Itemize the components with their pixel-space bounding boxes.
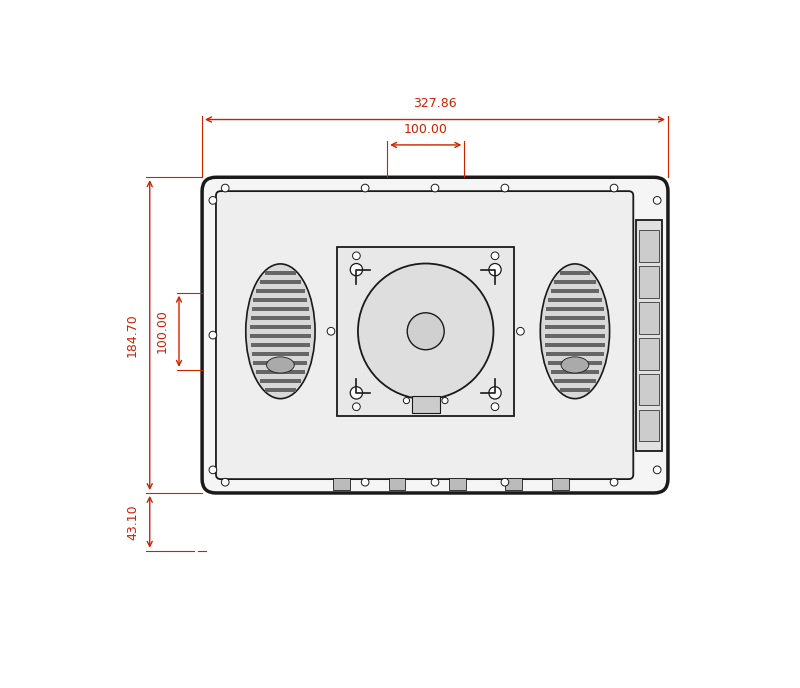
Bar <box>636 219 662 451</box>
Circle shape <box>353 252 360 259</box>
Bar <box>260 378 301 383</box>
Bar <box>638 302 658 334</box>
Circle shape <box>610 184 618 192</box>
Bar <box>254 298 307 302</box>
Circle shape <box>654 466 661 474</box>
Circle shape <box>654 197 661 204</box>
Circle shape <box>491 252 499 259</box>
Bar <box>254 361 307 365</box>
Circle shape <box>517 327 524 335</box>
Circle shape <box>362 184 369 192</box>
Circle shape <box>209 466 217 474</box>
Bar <box>256 289 305 293</box>
Bar <box>551 477 569 490</box>
Bar <box>638 230 658 261</box>
Bar <box>337 246 514 416</box>
Circle shape <box>403 398 410 404</box>
Bar <box>265 387 296 392</box>
Circle shape <box>491 403 499 411</box>
Bar <box>638 338 658 369</box>
Circle shape <box>407 313 444 350</box>
Circle shape <box>209 331 217 339</box>
Bar <box>550 289 599 293</box>
Bar <box>250 343 310 347</box>
Bar <box>260 280 301 284</box>
Text: 100.00: 100.00 <box>155 310 168 353</box>
Circle shape <box>222 478 229 486</box>
Circle shape <box>350 264 362 276</box>
Bar <box>252 307 309 312</box>
Ellipse shape <box>540 264 610 398</box>
Bar <box>389 477 406 490</box>
Bar <box>545 325 606 330</box>
Bar <box>554 378 596 383</box>
Circle shape <box>209 197 217 204</box>
Bar <box>250 325 311 330</box>
FancyBboxPatch shape <box>202 178 668 493</box>
Circle shape <box>501 478 509 486</box>
Bar <box>250 334 311 338</box>
Bar <box>545 316 605 321</box>
Bar <box>250 316 310 321</box>
Bar <box>252 352 309 356</box>
Circle shape <box>350 387 362 399</box>
Bar <box>546 352 604 356</box>
Bar <box>548 361 602 365</box>
Circle shape <box>431 184 439 192</box>
Bar <box>505 477 522 490</box>
Bar <box>560 270 590 275</box>
Ellipse shape <box>561 357 589 373</box>
Circle shape <box>501 184 509 192</box>
Bar <box>333 477 350 490</box>
Bar <box>412 396 439 413</box>
Ellipse shape <box>246 264 315 398</box>
Bar <box>545 334 606 338</box>
Circle shape <box>327 327 335 335</box>
Circle shape <box>442 398 448 404</box>
Bar <box>554 280 596 284</box>
Circle shape <box>489 264 501 276</box>
Text: 100.00: 100.00 <box>404 122 448 136</box>
Circle shape <box>431 478 439 486</box>
Bar <box>638 266 658 298</box>
Bar <box>638 374 658 405</box>
FancyBboxPatch shape <box>216 191 634 479</box>
Text: 43.10: 43.10 <box>126 504 139 539</box>
Bar <box>548 298 602 302</box>
Bar <box>256 369 305 374</box>
Circle shape <box>222 184 229 192</box>
Bar <box>545 343 605 347</box>
Bar <box>449 477 466 490</box>
Bar <box>638 410 658 442</box>
Text: 327.86: 327.86 <box>414 97 457 110</box>
Circle shape <box>358 264 494 399</box>
Circle shape <box>362 478 369 486</box>
Bar <box>550 369 599 374</box>
Circle shape <box>353 403 360 411</box>
Bar <box>560 387 590 392</box>
Circle shape <box>489 387 501 399</box>
Circle shape <box>610 478 618 486</box>
Bar <box>265 270 296 275</box>
Bar <box>546 307 604 312</box>
Text: 184.70: 184.70 <box>126 313 139 357</box>
Ellipse shape <box>266 357 294 373</box>
